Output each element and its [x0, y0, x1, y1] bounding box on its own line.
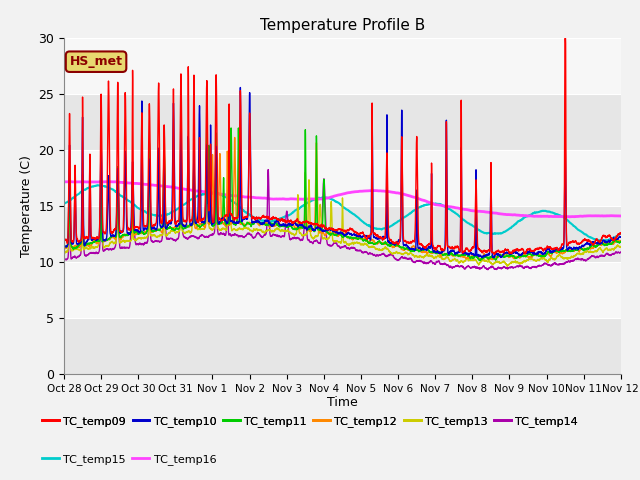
X-axis label: Time: Time: [327, 396, 358, 408]
Bar: [64, 150, 621, 206]
Bar: [64, 38, 621, 95]
Bar: [64, 150, 621, 263]
Legend: TC_temp15, TC_temp16: TC_temp15, TC_temp16: [38, 450, 221, 469]
Legend: TC_temp09, TC_temp10, TC_temp11, TC_temp12, TC_temp13, TC_temp14: TC_temp09, TC_temp10, TC_temp11, TC_temp…: [38, 411, 582, 431]
Bar: [64, 263, 621, 374]
Y-axis label: Temperature (C): Temperature (C): [20, 156, 33, 257]
Title: Temperature Profile B: Temperature Profile B: [260, 18, 425, 33]
Bar: [64, 263, 621, 318]
Bar: [64, 38, 621, 150]
Text: HS_met: HS_met: [70, 55, 123, 68]
